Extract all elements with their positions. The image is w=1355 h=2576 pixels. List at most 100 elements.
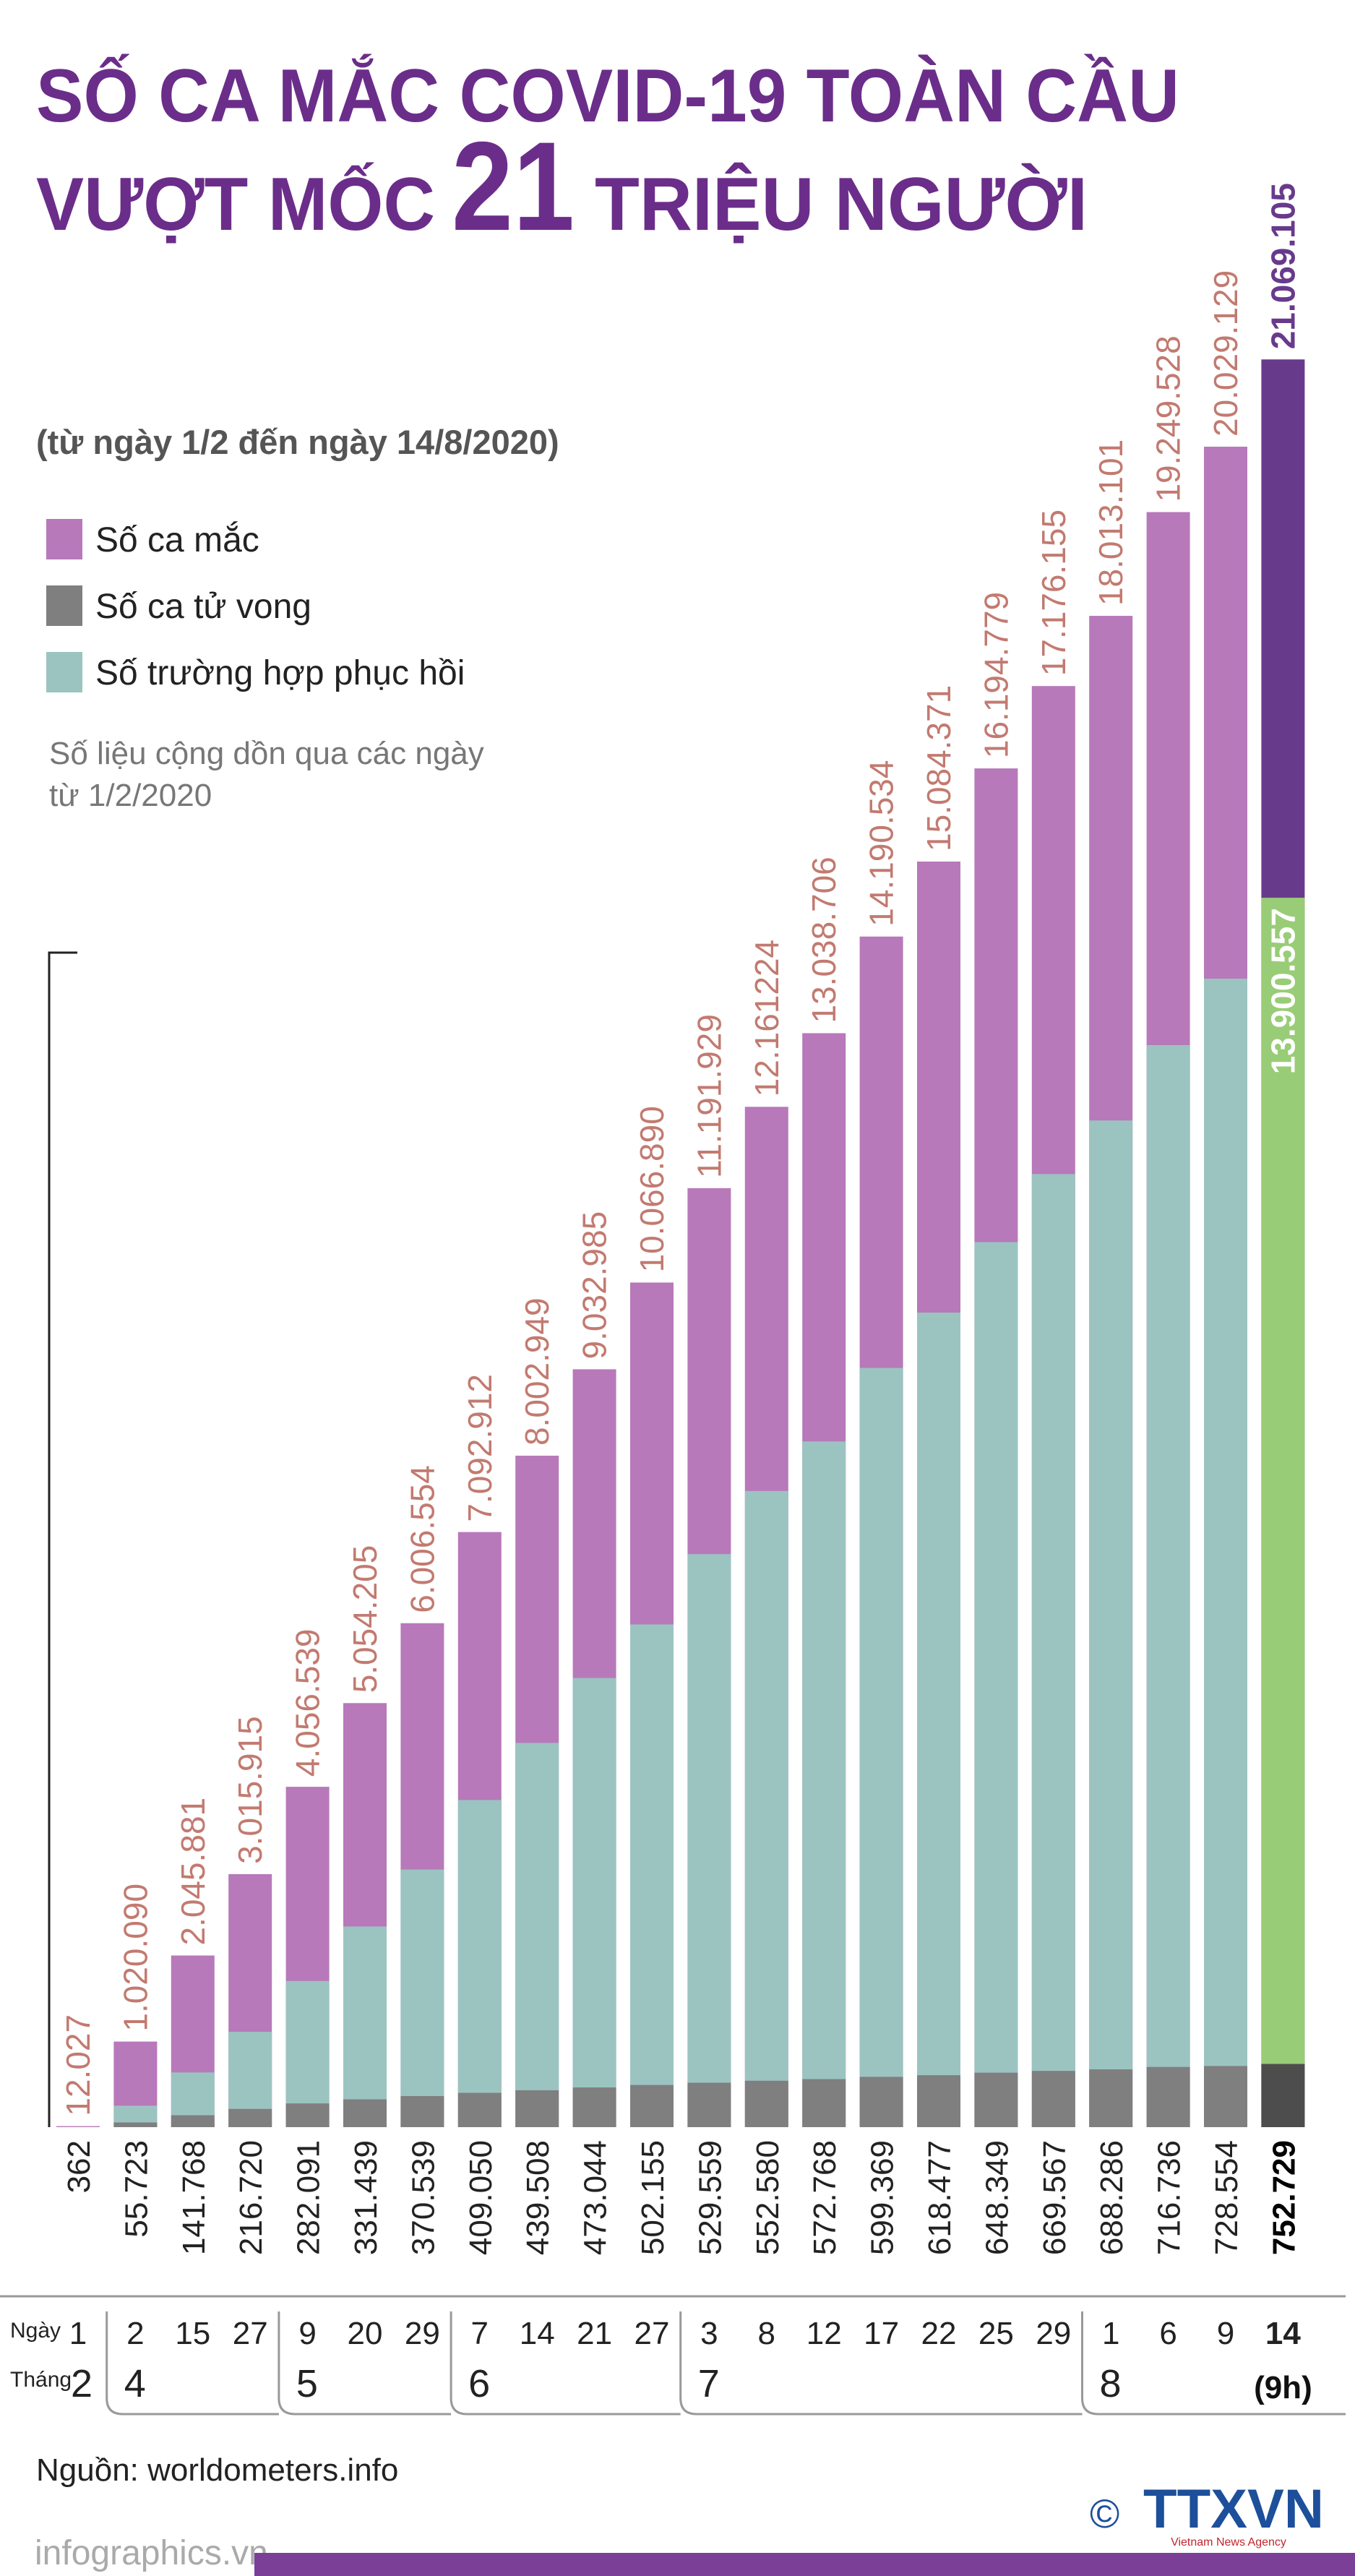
bar-recovered [630,1624,674,2085]
bar-recovered [1031,1174,1075,2071]
deaths-label: 752.729 [1266,2140,1302,2255]
recovered-label: 13.900.557 [1264,908,1302,1074]
day-label: 15 [175,2316,210,2351]
bar-deaths [1204,2066,1247,2127]
month-bracket [679,2311,1083,2416]
day-label: 9 [298,2316,316,2351]
cases-label: 1.020.090 [116,1884,154,2032]
bar-deaths [859,2077,903,2127]
cases-label: 3.015.915 [231,1716,269,1864]
cases-label: 12.027 [59,2014,97,2116]
bar-recovered [859,1368,903,2077]
deaths-label: 331.439 [348,2140,384,2255]
note: Số liệu cộng dồn qua các ngày [49,736,484,771]
day-label: 29 [1036,2316,1071,2351]
bar-deaths [457,2092,502,2127]
day-label: 6 [1159,2316,1177,2351]
bar-recovered [687,1554,731,2083]
bar-deaths [228,2108,272,2127]
day-label: 17 [864,2316,899,2351]
day-label: 14 [520,2316,555,2351]
legend-swatch [46,519,82,559]
bar-deaths [917,2075,960,2127]
bar-cases [56,2126,100,2127]
day-label: 25 [978,2316,1014,2351]
bar-deaths [802,2079,846,2127]
month-bracket [449,2311,681,2416]
day-label: 22 [921,2316,957,2351]
bar-recovered [1261,898,1305,2064]
day-label: 1 [1102,2316,1119,2351]
legend-swatch [46,585,82,626]
bar-recovered [113,2105,158,2123]
bar-deaths [630,2085,674,2127]
footer-band [254,2553,1355,2576]
day-axis-title: Ngày [10,2319,61,2343]
cases-label: 4.056.539 [289,1628,327,1777]
cases-label: 8.002.949 [518,1297,556,1446]
bar-deaths [113,2122,158,2127]
subtitle: (từ ngày 1/2 đến ngày 14/8/2020) [36,423,559,461]
source: Nguồn: worldometers.info [36,2452,398,2488]
deaths-label: 362 [61,2140,97,2193]
bar-deaths [515,2090,559,2127]
day-label: 21 [577,2316,612,2351]
deaths-label: 282.091 [291,2140,327,2255]
deaths-label: 439.508 [520,2140,556,2255]
bar-deaths [285,2103,330,2127]
legend-label: Số ca mắc [95,520,259,559]
cases-label: 13.038.706 [805,856,843,1023]
bar-recovered [572,1678,616,2088]
logo-tagline: Vietnam News Agency [1171,2536,1286,2549]
cases-label: 9.032.985 [576,1211,614,1360]
cases-label: 14.190.534 [863,760,900,927]
deaths-label: 728.554 [1209,2140,1244,2255]
month-axis-title: Tháng [10,2368,72,2392]
day-label: 27 [635,2316,670,2351]
deaths-label: 552.580 [750,2140,786,2255]
month-label: 7 [698,2362,720,2405]
deaths-label: 688.286 [1094,2140,1130,2255]
deaths-label: 572.768 [807,2140,843,2255]
bar-recovered [171,2072,215,2116]
bar-deaths [1146,2066,1190,2127]
cases-label: 5.054.205 [346,1545,384,1693]
bar-recovered [228,2032,272,2109]
day-label: 3 [700,2316,718,2351]
bar-deaths [1089,2069,1133,2127]
bar-recovered [917,1313,960,2076]
bar-deaths [974,2072,1018,2127]
deaths-label: 648.349 [979,2140,1015,2255]
deaths-label: 599.369 [865,2140,900,2255]
bar-recovered [285,1980,330,2104]
legend-label: Số trường hợp phục hồi [95,654,465,692]
bar-deaths [343,2099,387,2127]
legend-swatch [46,652,82,692]
day-label: 2 [126,2316,144,2351]
bar-recovered [457,1800,502,2093]
cases-label: 20.029.129 [1207,270,1244,437]
deaths-label: 502.155 [635,2140,671,2255]
logo-symbol: © [1090,2491,1119,2536]
day-label: 20 [348,2316,383,2351]
cases-label: 2.045.881 [174,1798,212,1946]
cases-label: 15.084.371 [920,685,958,851]
month-label: 2 [71,2362,93,2405]
deaths-label: 409.050 [463,2140,499,2255]
deaths-label: 473.044 [578,2140,614,2255]
bar-recovered [343,1926,387,2100]
bar-recovered [744,1490,788,2081]
bar-recovered [974,1242,1018,2073]
deaths-label: 141.768 [176,2140,212,2255]
deaths-label: 529.559 [692,2140,728,2255]
bar-recovered [400,1869,444,2096]
bar-recovered [802,1441,846,2079]
logo: TTXVN [1143,2478,1324,2540]
bar-deaths [1261,2064,1305,2127]
time-note: (9h) [1254,2370,1312,2405]
bar-deaths [687,2082,731,2127]
deaths-label: 669.567 [1037,2140,1072,2255]
cases-label: 6.006.554 [403,1465,441,1613]
day-label: 7 [471,2316,489,2351]
cases-label: 19.249.528 [1150,335,1187,502]
